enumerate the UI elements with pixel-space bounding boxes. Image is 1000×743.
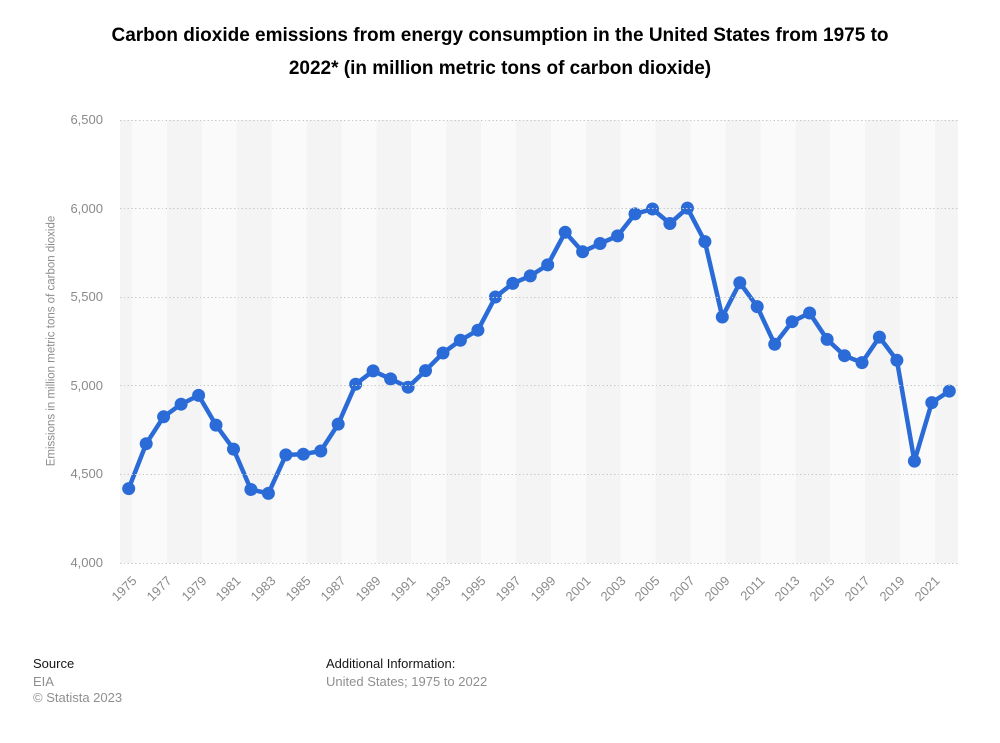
chart-title: Carbon dioxide emissions from energy con… xyxy=(0,19,1000,85)
data-point-1983[interactable] xyxy=(261,486,275,500)
data-point-2009[interactable] xyxy=(715,310,729,324)
chart-title-line-2: 2022* (in million metric tons of carbon … xyxy=(288,58,712,79)
data-point-2014[interactable] xyxy=(803,306,817,320)
data-point-2016[interactable] xyxy=(838,349,851,363)
data-point-1981[interactable] xyxy=(227,442,240,456)
additional-info-label: Additional Information: xyxy=(326,656,456,671)
data-point-1979[interactable] xyxy=(192,388,206,402)
data-point-1980[interactable] xyxy=(209,418,223,432)
data-point-1990[interactable] xyxy=(384,372,398,386)
y-axis: 6,500 6,000 5,500 5,000 4,500 4,000 xyxy=(0,112,103,570)
gridline-5500 xyxy=(120,296,958,298)
copyright: © Statista 2023 xyxy=(33,690,123,705)
data-point-1999[interactable] xyxy=(541,258,555,272)
additional-info-value: United States; 1975 to 2022 xyxy=(326,674,488,689)
data-point-2020[interactable] xyxy=(907,454,921,468)
data-point-2018[interactable] xyxy=(872,330,886,344)
data-point-2004[interactable] xyxy=(628,207,642,221)
data-point-1985[interactable] xyxy=(296,447,310,461)
y-tick-label-5000: 5,000 xyxy=(70,377,103,393)
y-tick-label-5500: 5,500 xyxy=(70,289,103,305)
data-point-2006[interactable] xyxy=(663,217,677,230)
data-point-1992[interactable] xyxy=(419,364,432,378)
data-point-1982[interactable] xyxy=(244,483,258,496)
line-chart xyxy=(122,201,956,500)
data-point-2022[interactable] xyxy=(942,384,956,398)
data-point-1976[interactable] xyxy=(139,437,153,451)
data-point-1984[interactable] xyxy=(279,448,293,462)
data-point-2011[interactable] xyxy=(750,300,764,314)
source-label: Source xyxy=(33,656,75,671)
data-point-2003[interactable] xyxy=(611,229,625,243)
y-tick-label-4500: 4,500 xyxy=(70,466,103,482)
data-point-1975[interactable] xyxy=(122,482,136,496)
emissions-line xyxy=(126,205,952,496)
chart-title-line-1: Carbon dioxide emissions from energy con… xyxy=(111,25,889,46)
data-point-1977[interactable] xyxy=(157,410,171,424)
gridline-4500 xyxy=(120,473,958,475)
x-axis: 1975 1977 1979 1981 1983 1985 1987 1989 1991 1993… xyxy=(108,563,958,623)
data-point-1988[interactable] xyxy=(349,377,363,391)
data-point-1994[interactable] xyxy=(453,333,467,347)
data-point-1991[interactable] xyxy=(401,380,415,394)
y-tick-label-6500: 6,500 xyxy=(70,112,103,127)
data-point-1978[interactable] xyxy=(174,397,188,411)
data-point-2021[interactable] xyxy=(925,396,939,410)
data-point-2000[interactable] xyxy=(558,225,572,239)
data-point-2015[interactable] xyxy=(820,332,834,346)
y-tick-label-6000: 6,000 xyxy=(70,200,103,216)
data-point-1987[interactable] xyxy=(331,417,345,431)
data-point-1989[interactable] xyxy=(366,364,380,378)
data-point-1998[interactable] xyxy=(523,269,537,283)
data-point-2001[interactable] xyxy=(576,245,590,259)
plot-area xyxy=(120,119,958,564)
data-point-1997[interactable] xyxy=(506,276,520,290)
data-point-2012[interactable] xyxy=(768,337,782,351)
data-point-2008[interactable] xyxy=(698,235,712,249)
data-point-2017[interactable] xyxy=(855,356,869,370)
gridline-5000 xyxy=(120,385,958,387)
gridline-6500 xyxy=(120,119,958,121)
data-point-2010[interactable] xyxy=(733,276,747,290)
source-value: EIA xyxy=(33,674,54,689)
y-tick-label-4000: 4,000 xyxy=(70,555,103,570)
data-point-2019[interactable] xyxy=(890,353,904,367)
gridline-6000 xyxy=(120,208,958,210)
gridline-4000 xyxy=(120,562,958,564)
data-point-2002[interactable] xyxy=(593,237,607,250)
data-point-1995[interactable] xyxy=(471,323,485,337)
data-point-1986[interactable] xyxy=(314,444,328,458)
data-point-1993[interactable] xyxy=(436,346,450,360)
data-point-2013[interactable] xyxy=(785,315,799,329)
